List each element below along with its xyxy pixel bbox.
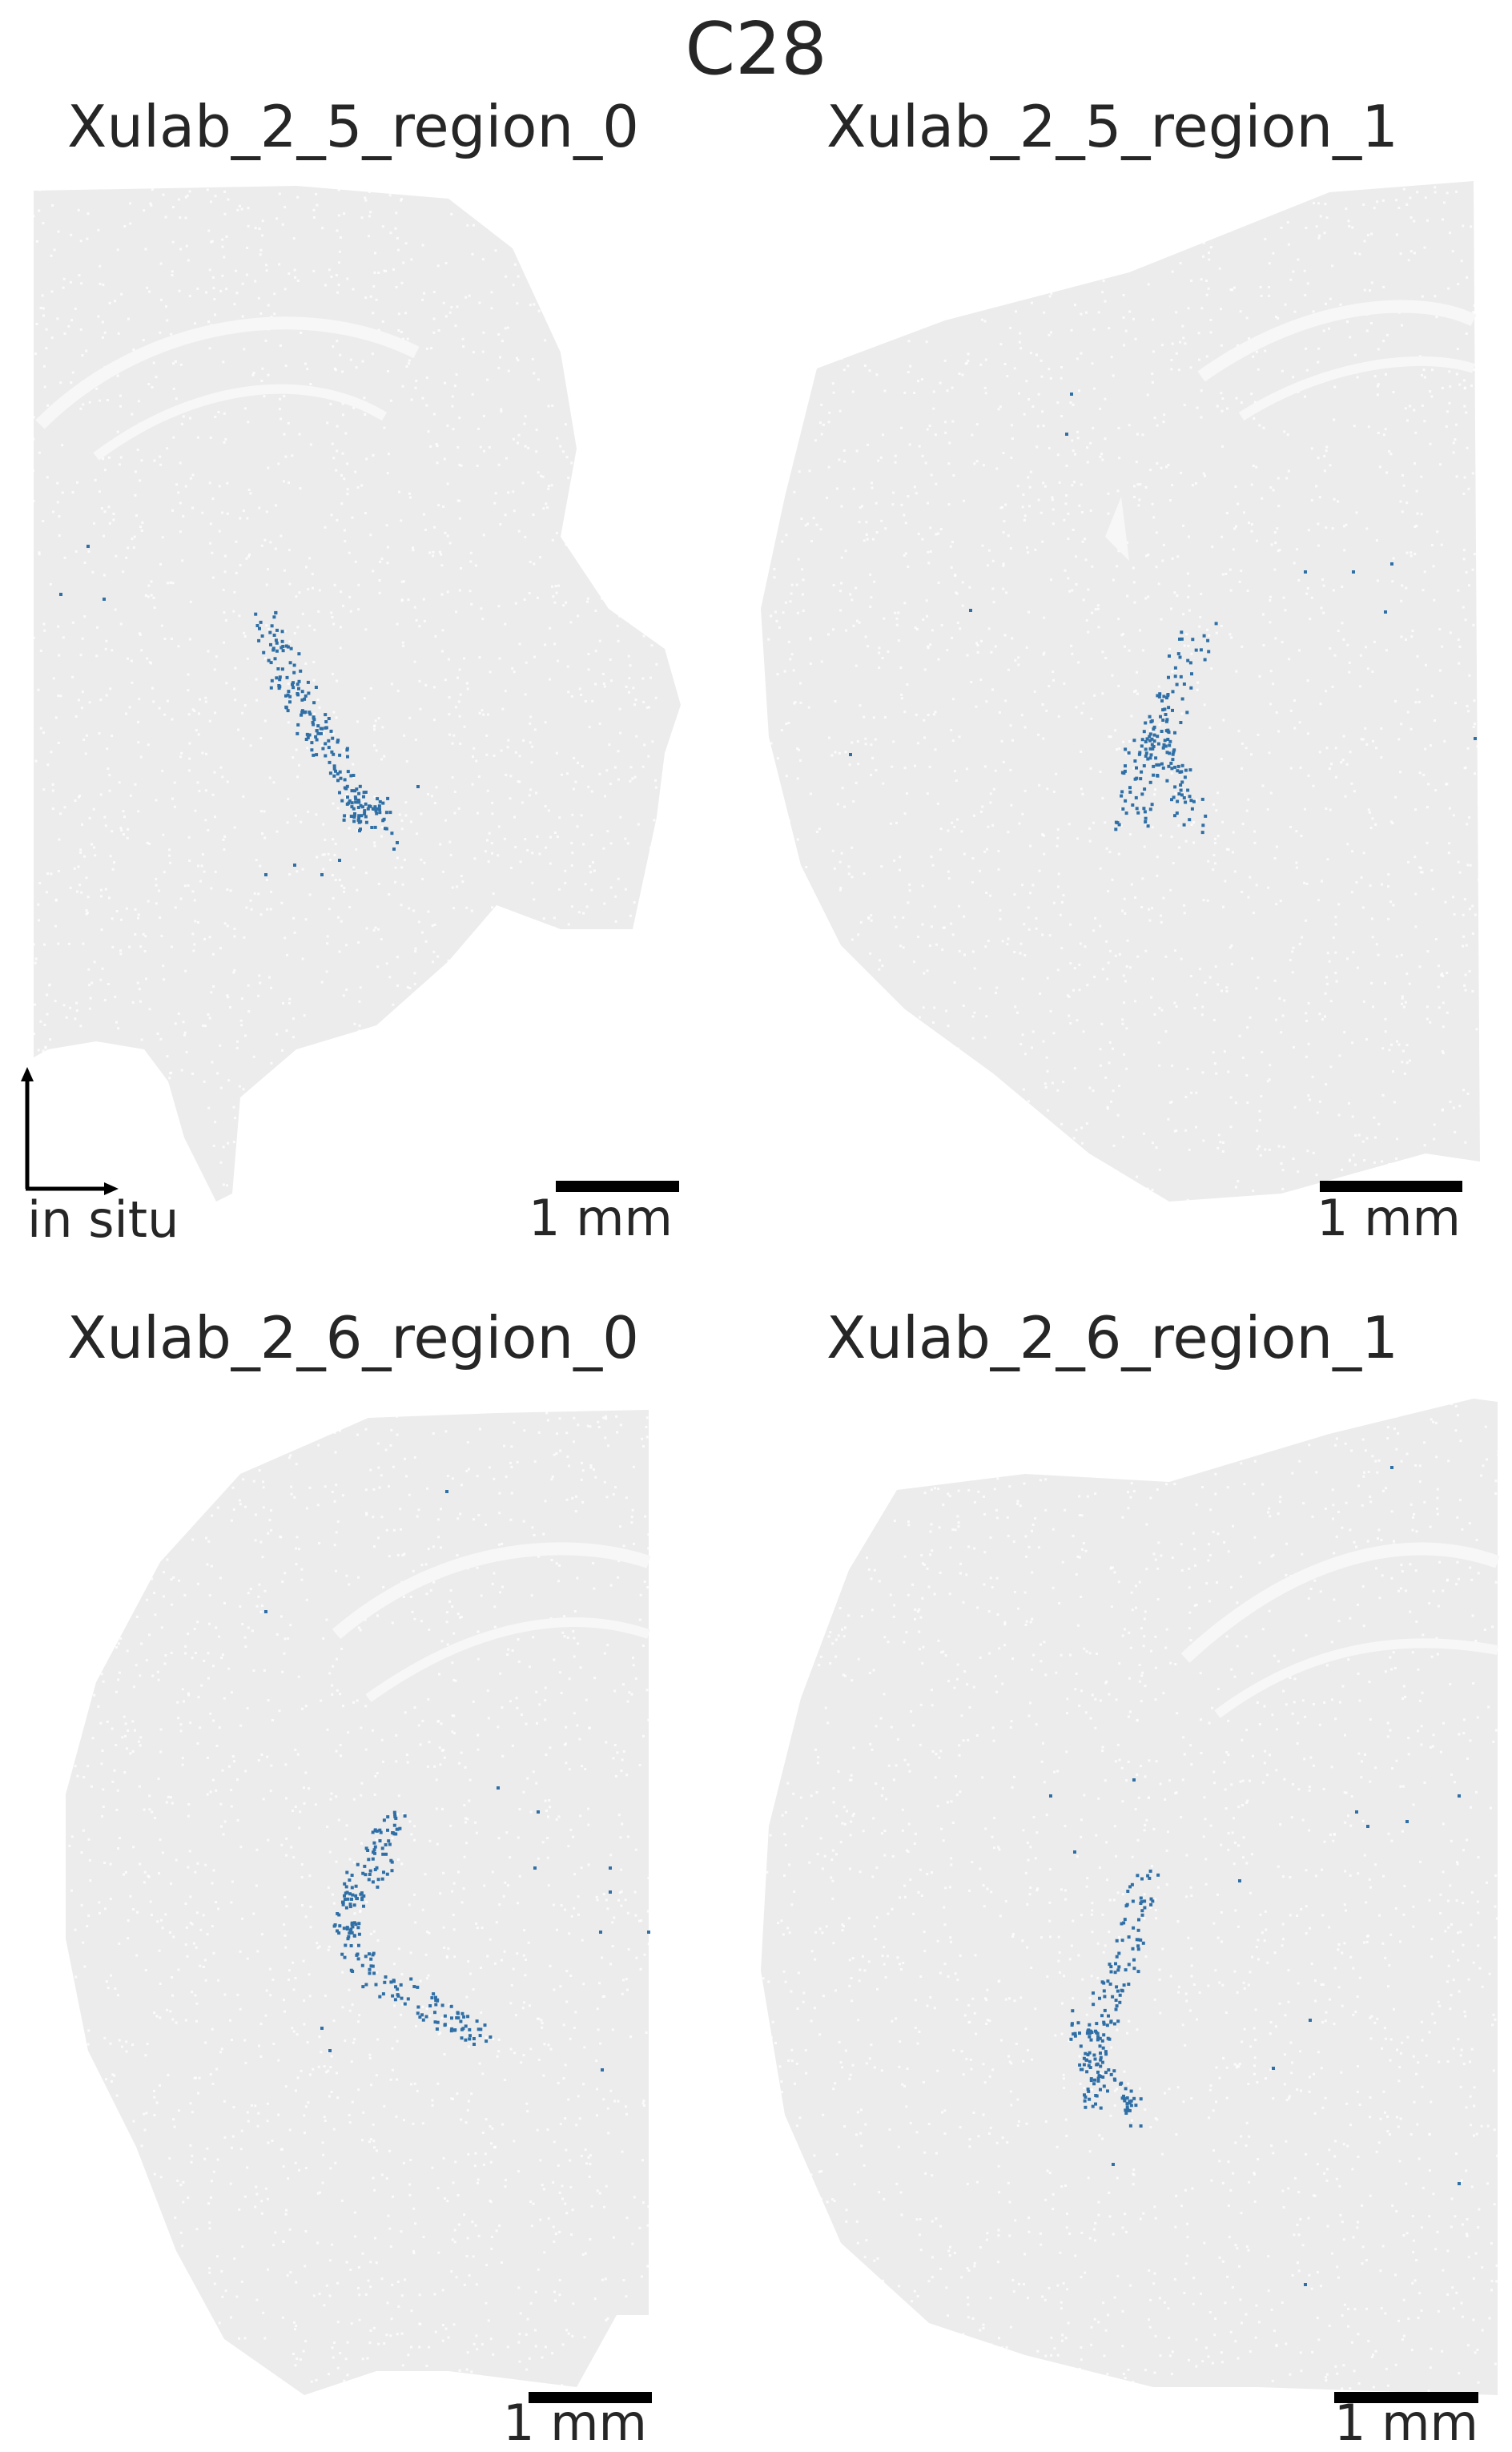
tissue-section-image [753,1378,1512,2395]
panel-title: Xulab_2_5_region_1 [826,95,1398,159]
figure-title: C28 [0,10,1512,90]
axis-indicator-label: in situ [27,1192,179,1248]
tissue-section-image [0,160,721,1202]
scale-bar-label: 1 mm [503,2395,647,2451]
panel-title: Xulab_2_5_region_0 [67,95,639,159]
scale-bar-label: 1 mm [1334,2395,1478,2451]
scale-bar-label: 1 mm [529,1190,673,1246]
tissue-section-image [0,1378,721,2395]
scale-bar-label: 1 mm [1317,1190,1461,1246]
tissue-section-image [753,160,1512,1202]
panel-title: Xulab_2_6_region_1 [826,1306,1398,1370]
axis-indicator [14,1067,119,1203]
panel-title: Xulab_2_6_region_0 [67,1306,639,1370]
